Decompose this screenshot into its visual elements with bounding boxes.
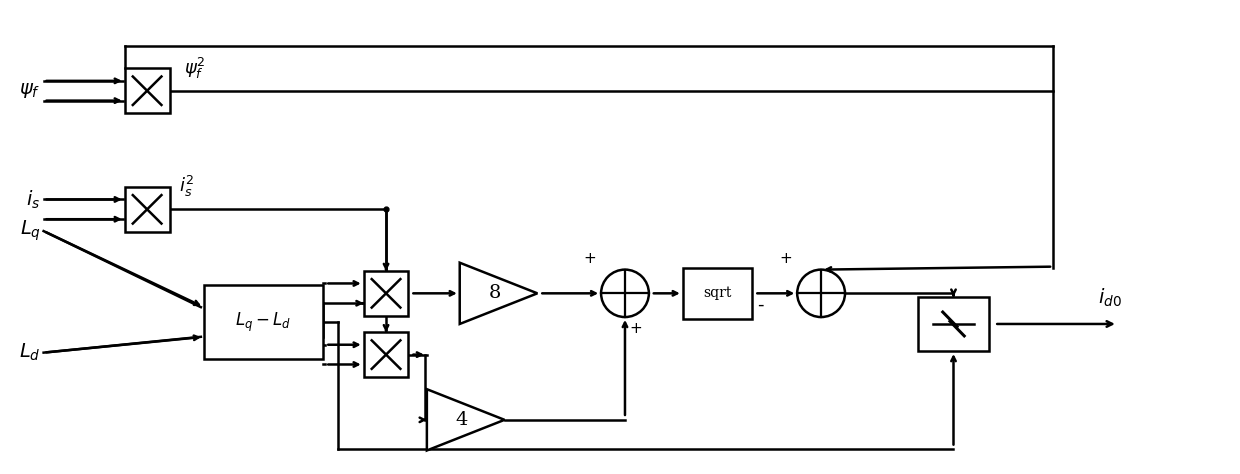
Bar [683,268,753,319]
Text: $L_q-L_d$: $L_q-L_d$ [236,310,291,334]
Circle shape [797,270,844,317]
Text: $\psi_f$: $\psi_f$ [20,81,41,100]
Text: 4: 4 [455,411,467,429]
Circle shape [601,270,649,317]
Text: -: - [758,296,764,314]
Text: +: + [583,251,596,265]
Text: $L_q$: $L_q$ [20,219,41,243]
Bar [918,297,990,351]
Text: $i_{d0}$: $i_{d0}$ [1097,287,1122,309]
Text: +: + [780,251,792,265]
Text: sqrt: sqrt [703,286,732,301]
Bar [125,187,170,232]
Text: $L_d$: $L_d$ [19,342,41,363]
Text: $i_s$: $i_s$ [26,188,41,210]
Text: 8: 8 [489,284,501,302]
Text: $i_s^2$: $i_s^2$ [180,174,195,200]
Bar [363,332,408,377]
Bar [363,271,408,316]
Bar [125,69,170,113]
Bar [203,285,324,359]
Text: $\psi_f^2$: $\psi_f^2$ [185,55,206,81]
Polygon shape [460,263,537,324]
Text: +: + [629,321,642,336]
Polygon shape [427,389,505,450]
